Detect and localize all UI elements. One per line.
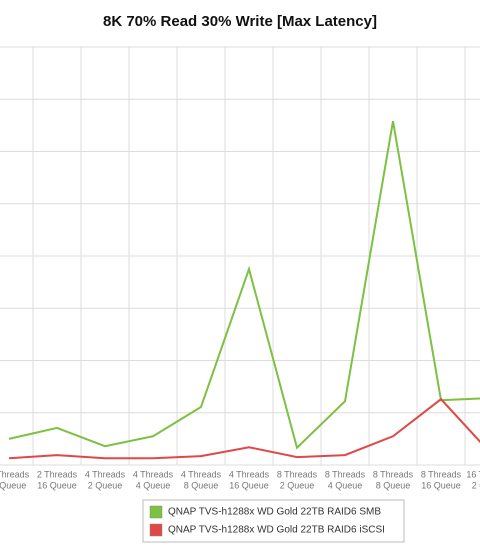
- x-tick-label: 4 Threads: [229, 469, 270, 479]
- x-tick-label: 8 Threads: [373, 469, 414, 479]
- x-tick-label: 2 Threads: [0, 469, 30, 479]
- legend-swatch: [149, 505, 163, 519]
- x-tick-label: 8 Queue: [0, 480, 26, 490]
- legend-swatch: [149, 523, 163, 537]
- x-tick-label: 4 Queue: [328, 480, 363, 490]
- x-tick-label: 8 Threads: [421, 469, 462, 479]
- x-tick-label: 16 Queue: [421, 480, 461, 490]
- x-tick-label: 8 Queue: [184, 480, 219, 490]
- x-tick-label: 2 Queue: [88, 480, 123, 490]
- x-tick-label: 2 Queue: [280, 480, 315, 490]
- x-tick-label: 8 Threads: [325, 469, 366, 479]
- series-line: [8, 397, 480, 460]
- series-line: [8, 121, 480, 450]
- x-tick-label: 4 Queue: [136, 480, 171, 490]
- legend: [142, 499, 405, 543]
- x-tick-label: 16 Queue: [37, 480, 77, 490]
- x-tick-label: 4 Threads: [133, 469, 174, 479]
- x-tick-label: 16 Threads: [466, 469, 480, 479]
- legend-label: QNAP TVS-h1288x WD Gold 22TB RAID6 SMB: [168, 507, 381, 518]
- x-tick-label: 2 Threads: [37, 469, 78, 479]
- legend-label: QNAP TVS-h1288x WD Gold 22TB RAID6 iSCSI: [168, 525, 385, 536]
- x-tick-label: 4 Threads: [181, 469, 222, 479]
- x-tick-label: 4 Threads: [85, 469, 126, 479]
- x-tick-label: 8 Threads: [277, 469, 318, 479]
- x-tick-label: 2 Queue: [472, 480, 480, 490]
- x-tick-label: 8 Queue: [376, 480, 411, 490]
- chart-title: 8K 70% Read 30% Write [Max Latency]: [103, 13, 377, 30]
- x-tick-label: 16 Queue: [229, 480, 269, 490]
